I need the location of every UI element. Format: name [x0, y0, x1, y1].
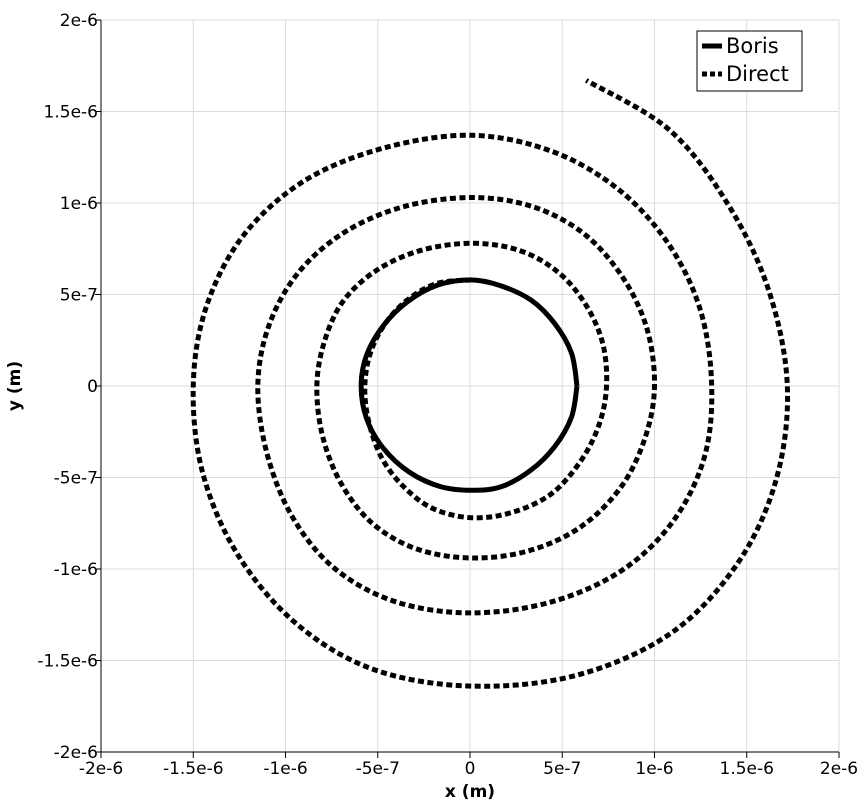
x-tick-label: 2e-6 [820, 759, 858, 779]
y-axis-title: y (m) [5, 361, 25, 411]
legend: Boris Direct [696, 30, 803, 92]
y-tick-label: 5e-7 [60, 286, 98, 306]
x-axis-title: x (m) [445, 782, 495, 802]
legend-box [696, 30, 803, 92]
legend-label-boris: Boris [726, 34, 779, 58]
x-tick-label: -1.5e-6 [163, 759, 224, 779]
x-tick-labels: -2e-6 -1.5e-6 -1e-6 -5e-7 0 5e-7 1e-6 1.5e-6 2e-… [79, 759, 858, 779]
y-tick-label: -1e-6 [54, 560, 98, 580]
x-tick-label: 1.5e-6 [720, 759, 774, 779]
legend-label-direct: Direct [726, 62, 789, 86]
x-tick-label: -2e-6 [79, 759, 123, 779]
x-tick-label: -1e-6 [263, 759, 307, 779]
x-tick-label: -5e-7 [356, 759, 400, 779]
y-tick-label: 2e-6 [60, 11, 98, 31]
y-tick-label: -5e-7 [54, 469, 98, 489]
series-line-direct [190, 78, 791, 689]
series-layer [190, 78, 791, 689]
x-tick-label: 0 [465, 759, 476, 779]
y-tick-label: 0 [87, 377, 98, 397]
x-tick-label: 1e-6 [635, 759, 673, 779]
axes [95, 19, 840, 758]
series-line-boris [358, 277, 580, 493]
y-tick-label: 1e-6 [60, 194, 98, 214]
y-tick-labels: -2e-6 -1.5e-6 -1e-6 -5e-7 0 5e-7 1e-6 1.5e-6 2e-… [37, 11, 98, 763]
y-tick-label: -2e-6 [54, 743, 98, 763]
y-tick-label: -1.5e-6 [37, 652, 98, 672]
x-tick-label: 5e-7 [543, 759, 581, 779]
y-tick-label: 1.5e-6 [44, 103, 98, 123]
